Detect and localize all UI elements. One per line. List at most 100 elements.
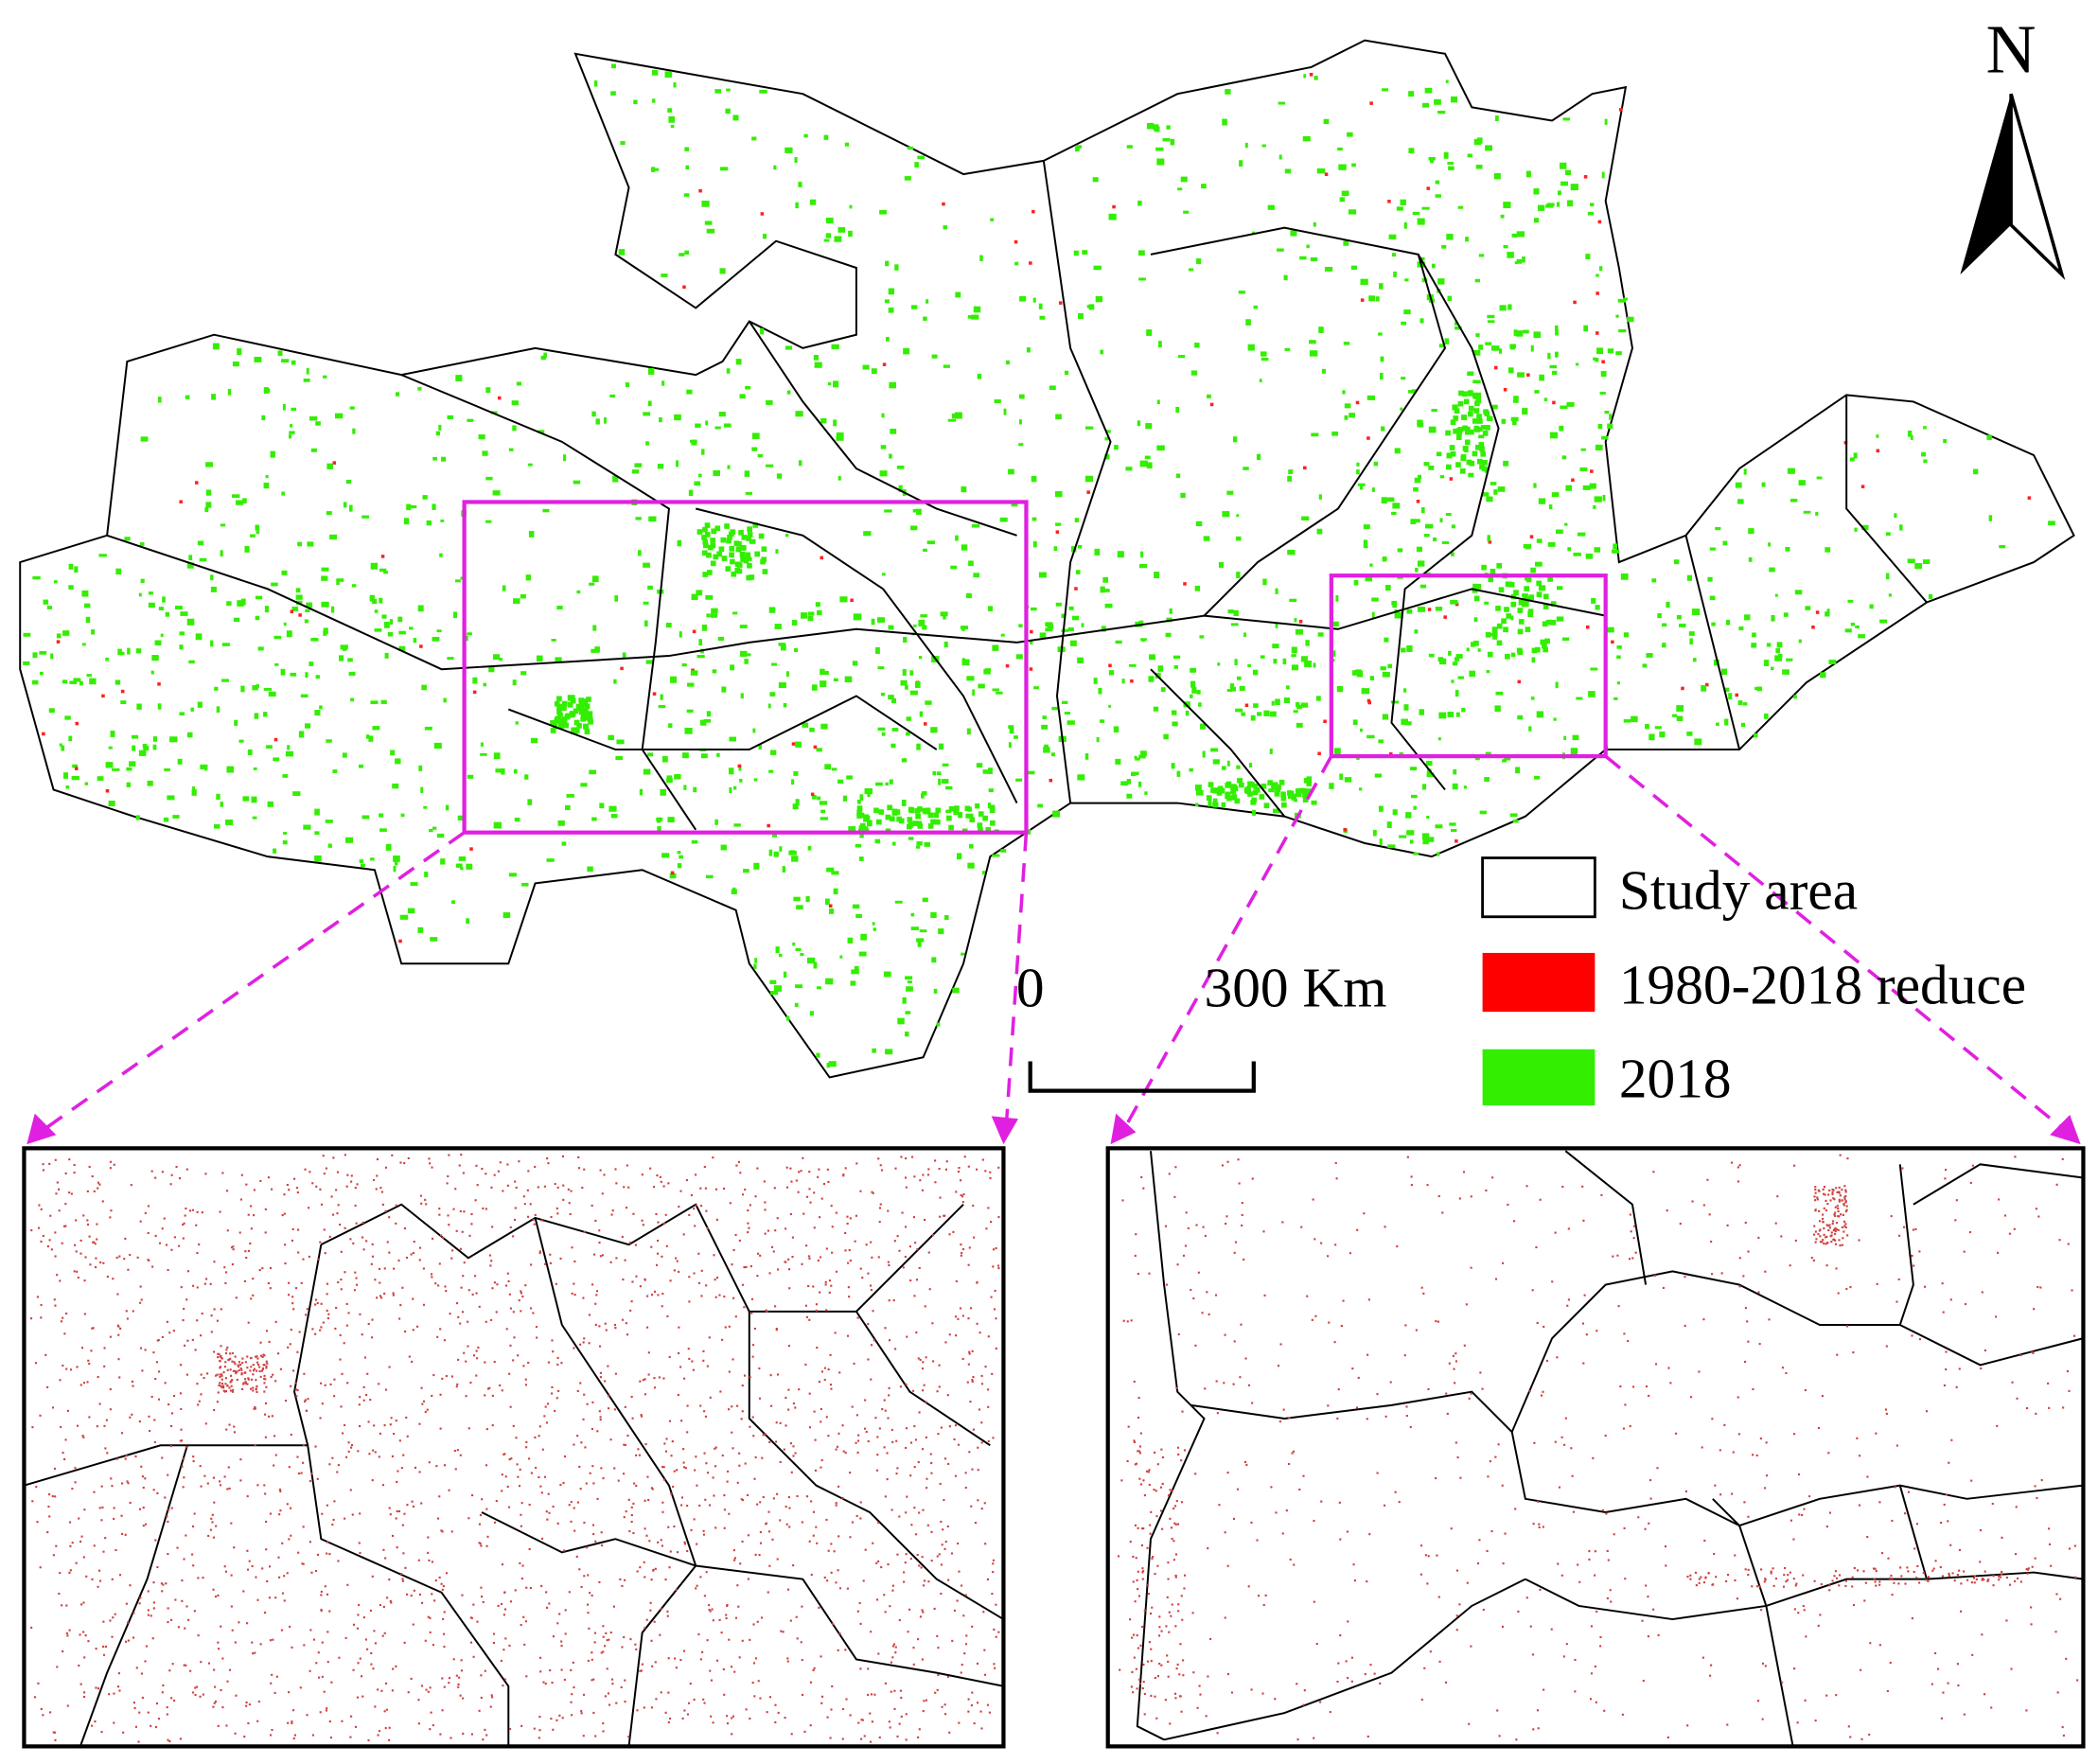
pixel [744, 470, 750, 477]
pixel [807, 1284, 810, 1288]
pixel [927, 812, 934, 819]
pixel [792, 942, 796, 946]
pixel [388, 1738, 391, 1741]
pixel [1344, 403, 1351, 409]
pixel [129, 1254, 132, 1257]
pixel [1248, 763, 1253, 768]
pixel [1502, 759, 1507, 763]
pixel [982, 1611, 985, 1614]
pixel [232, 1388, 235, 1391]
pixel [352, 428, 356, 434]
pixel [292, 1308, 295, 1311]
pixel [549, 1253, 552, 1256]
pixel [367, 1738, 370, 1742]
pixel [785, 1015, 790, 1021]
pixel [803, 1730, 806, 1733]
pixel [1278, 101, 1286, 105]
pixel [702, 542, 709, 549]
pixel [283, 1193, 286, 1196]
pixel [403, 1226, 407, 1230]
pixel [188, 555, 193, 561]
pixel [980, 1374, 983, 1377]
pixel [1217, 662, 1221, 666]
pixel [1131, 771, 1139, 776]
pixel [351, 584, 357, 588]
pixel [383, 1632, 386, 1634]
pixel [898, 485, 903, 492]
pixel [101, 694, 105, 698]
pixel [1391, 600, 1398, 606]
pixel [370, 857, 375, 861]
pixel [805, 1495, 809, 1498]
pixel [336, 1171, 340, 1173]
pixel [485, 1320, 487, 1323]
pixel [751, 1355, 754, 1358]
pixel [1469, 460, 1475, 467]
pixel [774, 1305, 777, 1308]
pixel [429, 1616, 432, 1619]
pixel [1486, 415, 1493, 422]
pixel [226, 1385, 229, 1387]
pixel [129, 1501, 132, 1505]
pixel [1280, 791, 1286, 798]
province-boundary [400, 374, 697, 831]
pixel [670, 871, 675, 875]
pixel [228, 1487, 231, 1490]
pixel [630, 1506, 633, 1508]
pixel [1371, 611, 1375, 619]
pixel [769, 692, 776, 697]
pixel [584, 1446, 587, 1449]
pixel [828, 1061, 837, 1067]
pixel [1405, 812, 1412, 819]
pixel [1371, 597, 1379, 602]
pixel [326, 1309, 328, 1313]
pixel [168, 1739, 171, 1743]
pixel [759, 90, 767, 94]
pixel [871, 1256, 873, 1259]
pixel [1509, 813, 1518, 818]
pixel [1291, 654, 1296, 658]
pixel [204, 1173, 207, 1175]
pixel [691, 839, 698, 844]
pixel [322, 1155, 325, 1157]
pixel [1713, 1552, 1716, 1556]
pixel [1423, 462, 1430, 467]
pixel [813, 1191, 816, 1194]
pixel [801, 612, 808, 619]
pixel [382, 1605, 385, 1608]
pixel [691, 1360, 694, 1363]
pixel [161, 1456, 164, 1459]
pixel [644, 620, 648, 627]
pixel [326, 1293, 328, 1296]
pixel [205, 489, 212, 496]
pixel [546, 1157, 549, 1160]
pixel [207, 1534, 210, 1538]
pixel [296, 1191, 299, 1194]
pixel [909, 525, 918, 531]
pixel [723, 1494, 726, 1497]
pixel [607, 1365, 609, 1367]
pixel [867, 1439, 870, 1443]
pixel [667, 1182, 670, 1185]
pixel [643, 1561, 645, 1563]
pixel [540, 1537, 544, 1540]
pixel [1257, 712, 1262, 716]
pixel [265, 1520, 268, 1524]
pixel [183, 1222, 185, 1225]
pixel [320, 1203, 324, 1206]
pixel [602, 1650, 605, 1653]
pixel [996, 691, 1003, 695]
pixel [344, 1271, 346, 1274]
pixel [170, 1507, 173, 1509]
pixel [702, 526, 708, 533]
pixel [640, 1415, 644, 1418]
pixel [570, 697, 576, 704]
pixel [502, 1614, 505, 1616]
pixel [1817, 1426, 1820, 1430]
pixel [192, 1459, 195, 1463]
pixel [470, 1223, 473, 1226]
pixel [1077, 544, 1083, 549]
pixel [653, 1386, 657, 1389]
pixel [507, 1279, 510, 1283]
pixel [445, 1572, 449, 1575]
